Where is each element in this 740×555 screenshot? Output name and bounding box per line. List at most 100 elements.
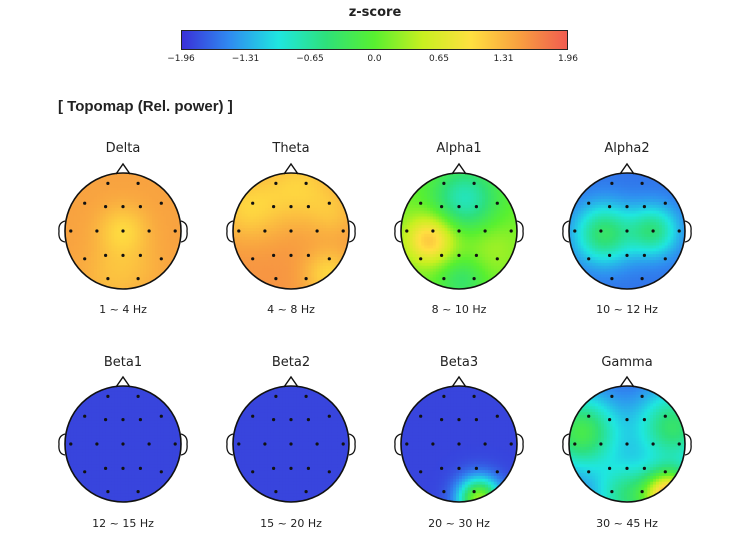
nose-icon [115,162,131,175]
topomap-heat-field [65,386,181,502]
electrode-dot [237,229,241,233]
map-title: Alpha1 [436,141,482,156]
electrode-dot [663,470,667,474]
electrode-dot [442,490,446,494]
left-ear-icon [562,220,570,243]
electrode-dot [495,257,499,261]
right-ear-icon [348,433,356,456]
electrode-dot [677,442,681,446]
electrode-dot [272,205,276,209]
topomap-heat-field [401,173,517,289]
electrode-dot [147,442,151,446]
map-frequency-range: 15 ~ 20 Hz [260,517,322,530]
electrode-dot [121,466,125,470]
electrode-dot [610,490,614,494]
electrode-dot [304,181,308,185]
electrode-dot [440,205,444,209]
electrode-dot [677,229,681,233]
electrode-dot [251,257,255,261]
electrode-dot [457,229,461,233]
electrode-dot [573,442,577,446]
map-title: Theta [272,141,310,156]
electrode-dot [138,205,142,209]
electrode-dot [663,201,667,205]
electrode-dot [440,466,444,470]
electrode-dot [138,466,142,470]
electrode-dot [608,205,612,209]
electrode-dot [147,229,151,233]
electrode-dot [625,205,629,209]
map-frequency-range: 4 ~ 8 Hz [267,303,315,316]
electrode-dot [472,394,476,398]
topomap-beta3 [394,375,524,503]
colorbar-title: z-score [348,5,402,20]
colorbar-tick-label: −1.96 [167,54,195,64]
right-ear-icon [180,220,188,243]
electrode-dot [419,257,423,261]
electrode-dot [104,253,108,257]
nose-icon [283,375,299,388]
electrode-dot [431,442,435,446]
electrode-dot [327,201,331,205]
topomap-gamma [562,375,692,503]
electrode-dot [159,470,163,474]
map-title: Gamma [601,355,653,370]
electrode-dot [457,205,461,209]
electrode-dot [315,442,319,446]
electrode-dot [136,394,140,398]
left-ear-icon [58,433,66,456]
electrode-dot [663,257,667,261]
topomap-theta [226,162,356,290]
electrode-dot [95,229,99,233]
electrode-dot [274,277,278,281]
electrode-dot [625,466,629,470]
right-ear-icon [516,220,524,243]
nose-icon [619,162,635,175]
map-title: Beta3 [439,355,479,370]
left-ear-icon [394,220,402,243]
topomap-delta [58,162,188,290]
head-outline-icon [64,172,182,290]
electrode-dot [573,229,577,233]
left-ear-icon [562,433,570,456]
electrode-dot [272,466,276,470]
electrode-dot [405,442,409,446]
electrode-dot [509,229,513,233]
electrode-dot [304,394,308,398]
map-frequency-range: 8 ~ 10 Hz [431,303,487,316]
electrode-dot [472,490,476,494]
left-ear-icon [394,433,402,456]
electrode-dot [159,201,163,205]
electrode-dot [136,277,140,281]
electrode-dot [138,253,142,257]
right-ear-icon [684,220,692,243]
electrode-dot [136,181,140,185]
topomap-alpha2 [562,162,692,290]
electrode-dot [104,205,108,209]
electrode-dot [587,201,591,205]
electrode-dot [69,229,73,233]
electrode-dot [289,205,293,209]
electrode-dot [121,229,125,233]
map-frequency-range: 10 ~ 12 Hz [596,303,658,316]
electrode-dot [121,205,125,209]
electrode-dot [442,394,446,398]
electrode-dot [121,253,125,257]
topomap-alpha1 [394,162,524,290]
electrode-dot [474,253,478,257]
electrode-dot [315,229,319,233]
electrode-dot [608,418,612,422]
head-outline-icon [232,385,350,503]
electrode-dot [474,205,478,209]
electrode-dot [341,442,345,446]
electrode-dot [457,418,461,422]
electrode-dot [69,442,73,446]
electrode-dot [289,229,293,233]
head-outline-icon [568,172,686,290]
electrode-dot [472,277,476,281]
electrode-dot [431,229,435,233]
electrode-dot [419,414,423,418]
electrode-dot [419,201,423,205]
left-ear-icon [58,220,66,243]
electrode-dot [274,490,278,494]
